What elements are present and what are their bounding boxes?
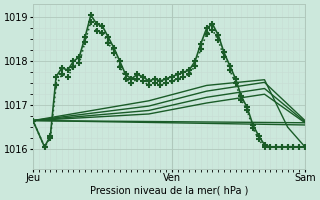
X-axis label: Pression niveau de la mer( hPa ): Pression niveau de la mer( hPa ) [90, 186, 248, 196]
